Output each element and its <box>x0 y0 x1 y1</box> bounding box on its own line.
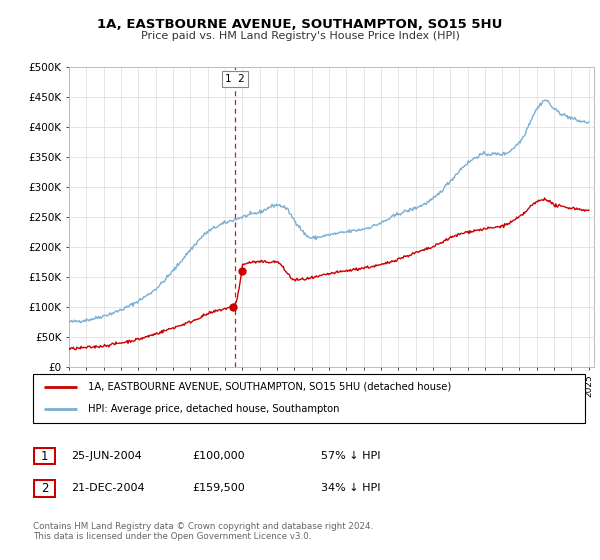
Text: 57% ↓ HPI: 57% ↓ HPI <box>321 451 380 461</box>
Text: 25-JUN-2004: 25-JUN-2004 <box>71 451 142 461</box>
Text: Price paid vs. HM Land Registry's House Price Index (HPI): Price paid vs. HM Land Registry's House … <box>140 31 460 41</box>
Text: HPI: Average price, detached house, Southampton: HPI: Average price, detached house, Sout… <box>88 404 340 414</box>
Text: 1A, EASTBOURNE AVENUE, SOUTHAMPTON, SO15 5HU (detached house): 1A, EASTBOURNE AVENUE, SOUTHAMPTON, SO15… <box>88 382 451 392</box>
FancyBboxPatch shape <box>33 374 585 423</box>
Text: 1  2: 1 2 <box>226 74 245 84</box>
Text: £159,500: £159,500 <box>192 483 245 493</box>
Text: 1A, EASTBOURNE AVENUE, SOUTHAMPTON, SO15 5HU: 1A, EASTBOURNE AVENUE, SOUTHAMPTON, SO15… <box>97 18 503 31</box>
FancyBboxPatch shape <box>34 480 55 497</box>
Text: 34% ↓ HPI: 34% ↓ HPI <box>321 483 380 493</box>
Text: 1: 1 <box>41 450 48 463</box>
FancyBboxPatch shape <box>34 448 55 464</box>
Text: 21-DEC-2004: 21-DEC-2004 <box>71 483 145 493</box>
Text: £100,000: £100,000 <box>192 451 245 461</box>
Text: 2: 2 <box>41 482 48 495</box>
Text: Contains HM Land Registry data © Crown copyright and database right 2024.
This d: Contains HM Land Registry data © Crown c… <box>33 522 373 542</box>
